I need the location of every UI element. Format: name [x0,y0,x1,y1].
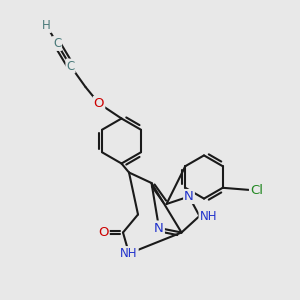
Text: NH: NH [200,209,217,223]
Text: NH: NH [120,247,138,260]
Text: H: H [42,19,51,32]
Text: Cl: Cl [250,184,263,197]
Text: C: C [53,37,61,50]
Text: C: C [66,59,75,73]
Text: O: O [98,226,109,239]
Text: N: N [154,221,164,235]
Text: O: O [94,97,104,110]
Text: N: N [184,190,194,203]
